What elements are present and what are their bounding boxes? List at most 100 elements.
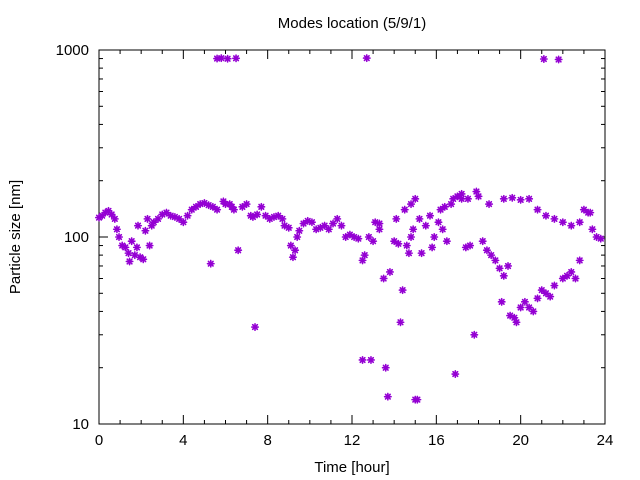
- data-point: [217, 54, 226, 63]
- y-tick-label: 10: [72, 416, 89, 433]
- data-point: [98, 211, 107, 220]
- data-points: [95, 54, 605, 404]
- data-point: [232, 54, 241, 63]
- data-point: [404, 249, 413, 258]
- data-point: [550, 281, 559, 290]
- data-point: [141, 226, 150, 235]
- data-point: [438, 225, 447, 234]
- data-point: [533, 205, 542, 214]
- data-point: [375, 219, 384, 228]
- data-point: [383, 392, 392, 401]
- data-point: [533, 294, 542, 303]
- data-point: [546, 292, 555, 301]
- data-point: [299, 219, 308, 228]
- data-point: [132, 243, 141, 252]
- data-point: [407, 200, 416, 209]
- data-point: [295, 226, 304, 235]
- data-point: [409, 225, 418, 234]
- data-point: [134, 221, 143, 230]
- data-point: [499, 271, 508, 280]
- data-point: [278, 214, 287, 223]
- data-point: [394, 239, 403, 248]
- data-point: [360, 251, 369, 260]
- data-point: [529, 307, 538, 316]
- chart-title: Modes location (5/9/1): [278, 15, 426, 32]
- data-point: [293, 233, 302, 241]
- data-point: [396, 318, 405, 327]
- y-tick-label: 1000: [56, 42, 89, 59]
- data-point: [392, 214, 401, 223]
- x-tick-label: 12: [344, 432, 361, 449]
- x-tick-label: 4: [179, 432, 187, 449]
- data-point: [183, 211, 192, 220]
- data-point: [491, 256, 500, 265]
- data-point: [586, 208, 595, 217]
- data-point: [512, 318, 521, 327]
- data-point: [478, 237, 487, 246]
- data-point: [413, 395, 422, 404]
- data-point: [596, 234, 605, 243]
- data-point: [571, 274, 580, 283]
- data-point: [537, 286, 546, 295]
- data-point: [434, 218, 443, 227]
- data-point: [284, 223, 293, 232]
- data-point: [430, 233, 439, 241]
- data-point: [288, 253, 297, 262]
- data-point: [550, 214, 559, 223]
- data-point: [337, 221, 346, 230]
- data-point: [115, 233, 124, 241]
- axis-ticks: [98, 49, 606, 425]
- data-point: [474, 192, 483, 201]
- data-point: [485, 200, 494, 209]
- data-point: [487, 251, 496, 260]
- data-point: [558, 218, 567, 227]
- data-point: [398, 286, 407, 295]
- data-point: [381, 363, 390, 372]
- y-axis-label: Particle size [nm]: [7, 180, 24, 294]
- y-tick-label: 100: [64, 229, 89, 246]
- data-point: [253, 210, 262, 219]
- data-point: [402, 241, 411, 250]
- data-point: [375, 225, 384, 234]
- data-point: [541, 211, 550, 220]
- data-point: [369, 237, 378, 246]
- data-point: [110, 214, 119, 223]
- data-point: [223, 54, 232, 63]
- x-tick-label: 24: [597, 432, 614, 449]
- data-point: [366, 355, 375, 364]
- data-point: [125, 257, 134, 266]
- data-point: [497, 297, 506, 306]
- data-point: [206, 259, 215, 268]
- data-point: [575, 218, 584, 227]
- data-point: [286, 241, 295, 250]
- data-point: [213, 205, 222, 214]
- data-point: [567, 267, 576, 276]
- data-point: [567, 221, 576, 230]
- data-point: [504, 261, 513, 270]
- data-point: [482, 246, 491, 255]
- data-point: [407, 233, 416, 241]
- data-point: [495, 264, 504, 273]
- data-point: [457, 189, 466, 198]
- data-point: [145, 241, 154, 250]
- data-point: [385, 267, 394, 276]
- data-point: [470, 330, 479, 339]
- x-tick-label: 20: [512, 432, 529, 449]
- data-point: [333, 214, 342, 223]
- data-point: [124, 249, 133, 258]
- data-point: [121, 243, 130, 252]
- data-point: [463, 194, 472, 203]
- data-point: [400, 205, 409, 214]
- data-point: [242, 200, 251, 209]
- data-point: [499, 194, 508, 203]
- data-point: [154, 214, 163, 223]
- data-point: [354, 234, 363, 243]
- data-point: [229, 205, 238, 214]
- data-point: [421, 221, 430, 230]
- data-point: [428, 243, 437, 252]
- data-point: [234, 246, 243, 255]
- data-point: [324, 225, 333, 234]
- data-point: [358, 355, 367, 364]
- data-point: [588, 225, 597, 234]
- data-point: [426, 211, 435, 220]
